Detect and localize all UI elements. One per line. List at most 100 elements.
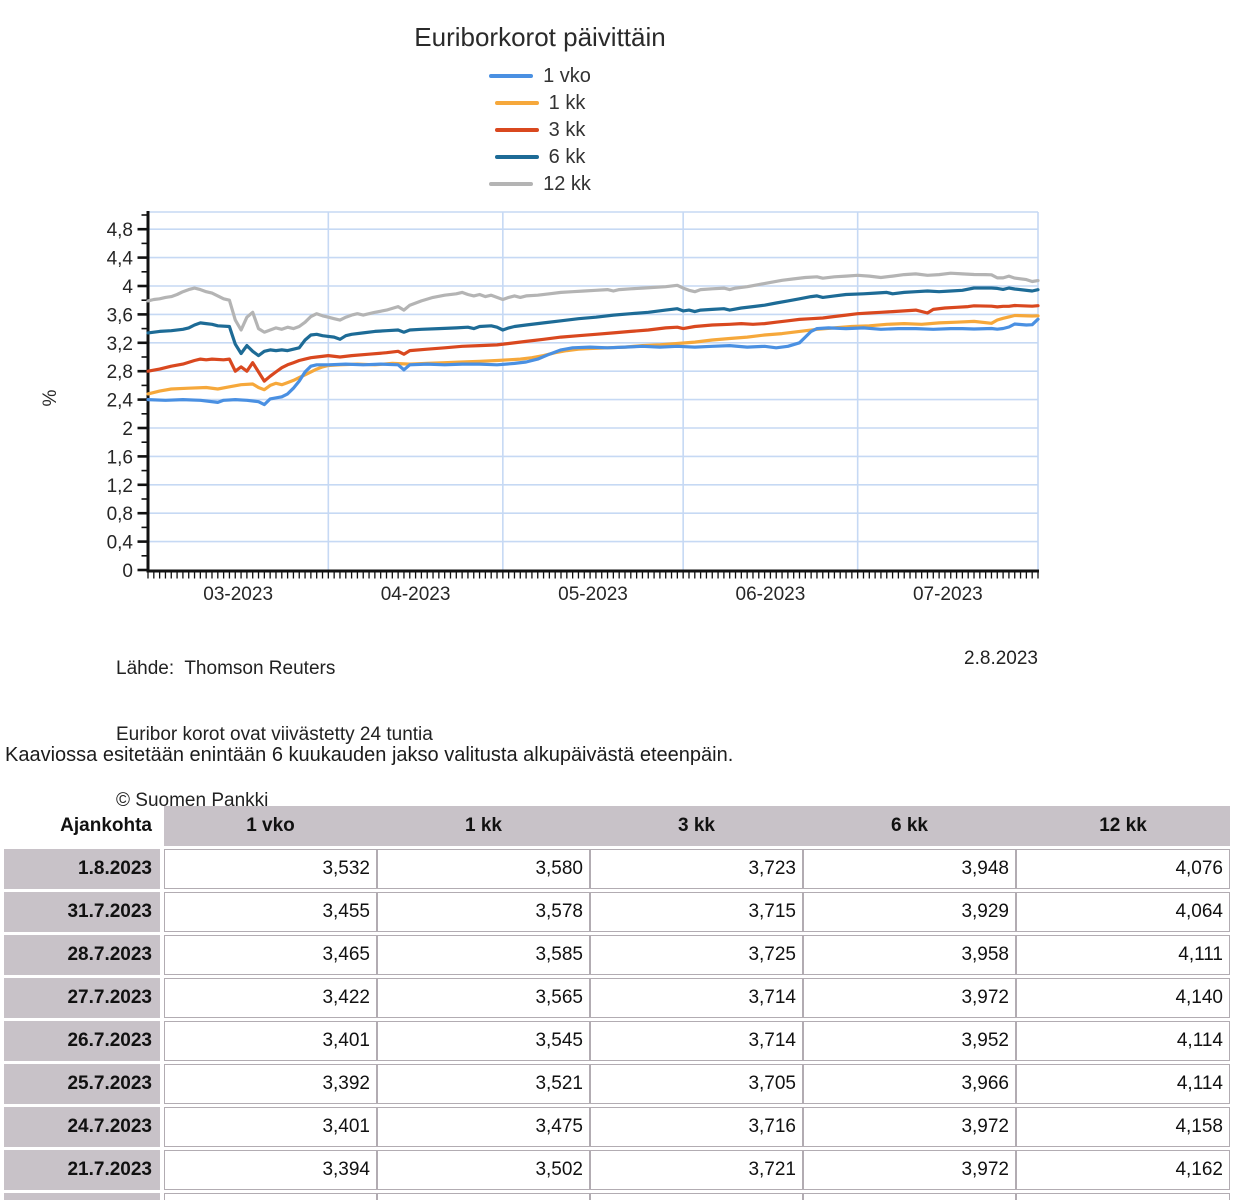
table-date-cell: 26.7.2023 [4,1021,164,1061]
legend-line-swatch [494,128,539,132]
table-value-cell: 3,948 [803,849,1016,889]
table-value-cell: 3,721 [590,1150,803,1190]
table-value-cell: 3,714 [590,1021,803,1061]
table-date-cell: 27.7.2023 [4,978,164,1018]
table-row: 31.7.2023 3,455 3,578 3,715 3,929 4,064 [4,892,1230,932]
table-value-cell [803,1193,1016,1200]
series-line-3-kk [146,303,1040,383]
table-value-cell: 3,545 [377,1021,590,1061]
table-value-cell: 3,715 [590,892,803,932]
x-tick-label: 06-2023 [736,584,806,605]
y-tick-label: 1,2 [107,476,133,497]
legend-line-swatch [489,182,534,186]
rates-table-wrap: Ajankohta 1 vko 1 kk 3 kk 6 kk 12 kk 1.8.2023… [4,803,1230,1200]
table-value-cell: 3,455 [164,892,377,932]
table-row: 25.7.2023 3,392 3,521 3,705 3,966 4,114 [4,1064,1230,1104]
table-value-cell: 3,422 [164,978,377,1018]
rates-table-head: Ajankohta 1 vko 1 kk 3 kk 6 kk 12 kk [4,806,1230,846]
table-row: 21.7.2023 3,394 3,502 3,721 3,972 4,162 [4,1150,1230,1190]
table-value-cell: 3,521 [377,1064,590,1104]
x-tick-label: 04-2023 [381,584,451,605]
series-line-1-vko [146,317,1040,407]
legend-label: 3 kk [548,119,586,141]
table-value-cell: 3,465 [164,935,377,975]
y-tick-label: 4,4 [107,249,134,270]
table-value-cell: 3,725 [590,935,803,975]
table-value-cell: 4,114 [1016,1021,1230,1061]
table-value-cell: 3,475 [377,1107,590,1147]
table-col-header: 3 kk [590,806,803,846]
chart-title: Euriborkorot päivittäin [414,22,666,52]
series-line-1-kk [146,313,1040,396]
table-value-cell: 3,502 [377,1150,590,1190]
table-value-cell: 3,952 [803,1021,1016,1061]
table-value-cell: 3,585 [377,935,590,975]
y-axis-title: % [40,389,61,406]
table-col-header: 1 vko [164,806,377,846]
table-value-cell [590,1193,803,1200]
table-value-cell: 3,723 [590,849,803,889]
x-tick-label: 07-2023 [913,584,983,605]
table-value-cell: 3,565 [377,978,590,1018]
table-row: 26.7.2023 3,401 3,545 3,714 3,952 4,114 [4,1021,1230,1061]
y-tick-label: 3,2 [107,334,133,355]
copyright-line: © Suomen Pankki [116,790,269,811]
table-date-cell: 24.7.2023 [4,1107,164,1147]
table-value-cell: 3,705 [590,1064,803,1104]
y-tick-label: 1,6 [107,447,133,468]
table-value-cell: 4,114 [1016,1064,1230,1104]
table-value-cell: 3,401 [164,1021,377,1061]
legend-label: 6 kk [548,146,586,168]
y-tick-label: 0,4 [107,533,134,554]
legend-item: 1 vko [489,66,591,86]
legend-label: 12 kk [543,173,591,195]
table-value-cell: 3,401 [164,1107,377,1147]
table-date-cell: 21.7.2023 [4,1150,164,1190]
table-date-cell: 28.7.2023 [4,935,164,975]
table-value-cell: 3,972 [803,1150,1016,1190]
table-col-header: 6 kk [803,806,1016,846]
table-value-cell: 3,972 [803,978,1016,1018]
legend-line-swatch [494,101,539,105]
table-corner-header: Ajankohta [4,806,164,846]
legend-label: 1 kk [548,92,586,114]
legend-line-swatch [489,74,534,78]
table-value-cell: 4,111 [1016,935,1230,975]
table-row [4,1193,1230,1200]
y-tick-label: 0 [122,561,133,582]
chart-legend: 1 vko 1 kk 3 kk 6 kk 12 kk [0,66,1080,194]
legend-item: 1 kk [494,92,586,114]
table-date-cell: 25.7.2023 [4,1064,164,1104]
source-line: Lähde: Thomson Reuters [116,658,336,679]
table-value-cell [1016,1193,1230,1200]
table-row: 27.7.2023 3,422 3,565 3,714 3,972 4,140 [4,978,1230,1018]
table-date-cell: 1.8.2023 [4,849,164,889]
table-col-header: 12 kk [1016,806,1230,846]
y-tick-label: 0,8 [107,504,133,525]
table-value-cell: 3,966 [803,1064,1016,1104]
rates-table: Ajankohta 1 vko 1 kk 3 kk 6 kk 12 kk 1.8.2023… [4,803,1230,1200]
x-tick-label: 05-2023 [558,584,628,605]
series-line-6-kk [146,286,1040,358]
table-row: 28.7.2023 3,465 3,585 3,725 3,958 4,111 [4,935,1230,975]
table-value-cell: 3,716 [590,1107,803,1147]
table-value-cell: 4,064 [1016,892,1230,932]
y-tick-label: 2,8 [107,362,133,383]
legend-item: 3 kk [494,119,586,141]
table-date-cell: 31.7.2023 [4,892,164,932]
table-value-cell: 3,578 [377,892,590,932]
table-value-cell: 3,929 [803,892,1016,932]
table-date-cell [4,1193,164,1200]
line-chart: 0 0,4 0,8 1,2 1,6 2 2,4 2,8 3,2 3,6 4 4,4 4,8 03-2023… [40,211,1040,605]
chart-source-note: Lähde: Thomson Reuters Euribor korot ova… [116,614,433,856]
delay-line: Euribor korot ovat viivästetty 24 tuntia [116,724,433,745]
table-value-cell [164,1193,377,1200]
y-tick-label: 3,6 [107,305,133,326]
table-value-cell: 4,076 [1016,849,1230,889]
table-row: 1.8.2023 3,532 3,580 3,723 3,948 4,076 [4,849,1230,889]
table-row: 24.7.2023 3,401 3,475 3,716 3,972 4,158 [4,1107,1230,1147]
y-tick-label: 4 [122,277,133,298]
table-value-cell: 3,532 [164,849,377,889]
table-value-cell: 3,714 [590,978,803,1018]
